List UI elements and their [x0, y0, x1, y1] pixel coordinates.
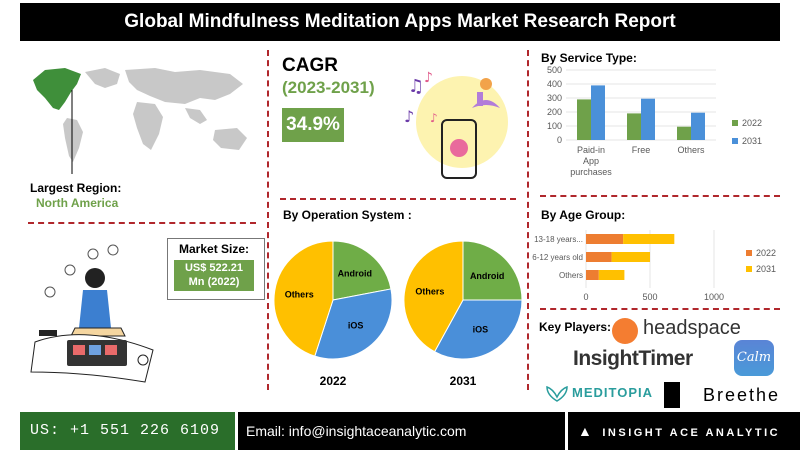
divider-region — [28, 222, 256, 224]
svg-text:♫: ♫ — [408, 76, 424, 97]
largest-region-value: North America — [36, 196, 119, 210]
divider-left — [267, 50, 269, 390]
age-group-title: By Age Group: — [541, 208, 626, 222]
os-pie-year: 2022 — [320, 374, 347, 388]
age-bar — [598, 270, 625, 280]
svc-legend-label: 2022 — [742, 118, 762, 128]
svc-y-tick: 100 — [547, 121, 562, 131]
svc-x-tick-line: Paid-in — [577, 145, 605, 155]
age-legend-swatch — [746, 250, 752, 256]
age-x-tick: 500 — [642, 292, 657, 302]
calm-logo: Calm — [734, 340, 774, 376]
service-type-chart: 0 100 200 300 400 500 Paid-in App purchases Free O… — [547, 65, 762, 177]
os-pie-slice — [332, 240, 392, 301]
svc-x-tick-line: App — [583, 156, 599, 166]
breethe-logo: Breethe — [680, 382, 780, 408]
market-size-amount: US$ 522.21 — [184, 262, 244, 274]
divider-right — [527, 50, 529, 390]
os-pie-label: iOS — [348, 321, 364, 331]
os-pie-label: Others — [285, 290, 314, 300]
market-size-label: Market Size: — [179, 242, 250, 256]
person-laptop-illustration — [30, 244, 154, 383]
svg-text:♪: ♪ — [424, 70, 433, 86]
svc-legend-swatch — [732, 138, 738, 144]
market-size-year: Mn (2022) — [188, 276, 240, 288]
age-bar — [586, 234, 624, 244]
age-group-chart: 0 500 1000 13-18 years... 6-12 years old Othe… — [532, 230, 776, 302]
os-pie-label: Android — [470, 271, 505, 281]
svc-x-tick: Others — [677, 145, 705, 155]
age-bar — [586, 270, 599, 280]
key-players-label: Key Players: — [539, 320, 612, 334]
age-y-tick: 13-18 years... — [534, 235, 583, 244]
footer-email: Email: info@insightaceanalytic.com — [238, 412, 565, 450]
headspace-logo-text: headspace — [643, 317, 741, 339]
svc-bar — [591, 85, 605, 140]
divider-cagr — [280, 198, 516, 200]
os-pie-label: iOS — [473, 324, 489, 334]
svc-legend-label: 2031 — [742, 136, 762, 146]
footer-brand: ▲ INSIGHT ACE ANALYTIC — [568, 412, 800, 450]
age-y-tick: 6-12 years old — [532, 253, 583, 262]
svc-y-tick: 300 — [547, 93, 562, 103]
age-legend-label: 2022 — [756, 248, 776, 258]
operation-system-chart: Android iOS Others 2022 Android iOS Others 2031 — [273, 240, 523, 388]
svc-x-tick-line: Free — [632, 145, 651, 155]
os-pie-slice — [403, 240, 464, 353]
service-type-title: By Service Type: — [541, 51, 637, 65]
svc-x-tick-line: purchases — [570, 167, 612, 177]
os-pie-slice — [273, 240, 334, 357]
meditopia-logo-text: MEDITOPIA — [572, 385, 653, 400]
svc-x-tick: Free — [632, 145, 651, 155]
age-y-tick: Others — [559, 271, 583, 280]
svc-legend-swatch — [732, 120, 738, 126]
cagr-period: (2023-2031) — [282, 78, 375, 97]
svc-bar — [691, 112, 705, 140]
svc-y-tick: 400 — [547, 79, 562, 89]
insighttimer-logo: InsightTimer — [573, 347, 693, 370]
age-bar — [586, 252, 612, 262]
largest-region-label: Largest Region: — [30, 181, 122, 195]
svg-text:♪: ♪ — [404, 107, 414, 126]
svc-x-tick-line: Others — [677, 145, 705, 155]
os-pie-label: Android — [338, 269, 373, 279]
cagr-value: 34.9% — [282, 108, 344, 142]
meditation-phone-illustration: ♫ ♪ ♪ ♪ — [404, 70, 508, 179]
svc-bar — [641, 98, 655, 140]
os-pie-label: Others — [415, 286, 444, 296]
os-pie-slice — [462, 240, 523, 301]
svg-text:♪: ♪ — [430, 111, 438, 125]
svc-bar — [577, 99, 591, 140]
os-pie-year: 2031 — [450, 374, 477, 388]
svc-bar — [627, 113, 641, 140]
age-x-tick: 0 — [583, 292, 588, 302]
os-pie-slice — [314, 288, 393, 360]
svc-y-tick: 200 — [547, 107, 562, 117]
world-map — [33, 68, 247, 174]
divider-age — [540, 308, 780, 310]
brand-logo-icon: ▲ — [578, 423, 595, 439]
divider-service — [540, 195, 780, 197]
headspace-logo-icon — [612, 318, 638, 344]
age-legend-swatch — [746, 266, 752, 272]
age-legend-label: 2031 — [756, 264, 776, 274]
age-bar — [611, 252, 650, 262]
operation-system-title: By Operation System : — [283, 208, 412, 222]
os-pie-slice — [433, 299, 523, 360]
age-bar — [623, 234, 675, 244]
market-size-value: US$ 522.21 Mn (2022) — [174, 260, 254, 291]
report-title: Global Mindfulness Meditation Apps Marke… — [20, 3, 780, 41]
svc-bar — [677, 126, 691, 140]
svc-y-tick: 0 — [557, 135, 562, 145]
svc-y-tick: 500 — [547, 65, 562, 75]
footer-phone: US: +1 551 226 6109 — [20, 412, 235, 450]
cagr-label: CAGR — [282, 55, 338, 76]
brand-name: INSIGHT ACE ANALYTIC — [602, 427, 781, 439]
meditopia-lotus-icon — [546, 385, 568, 402]
age-x-tick: 1000 — [704, 292, 724, 302]
svc-x-tick: Paid-in App purchases — [570, 145, 612, 177]
